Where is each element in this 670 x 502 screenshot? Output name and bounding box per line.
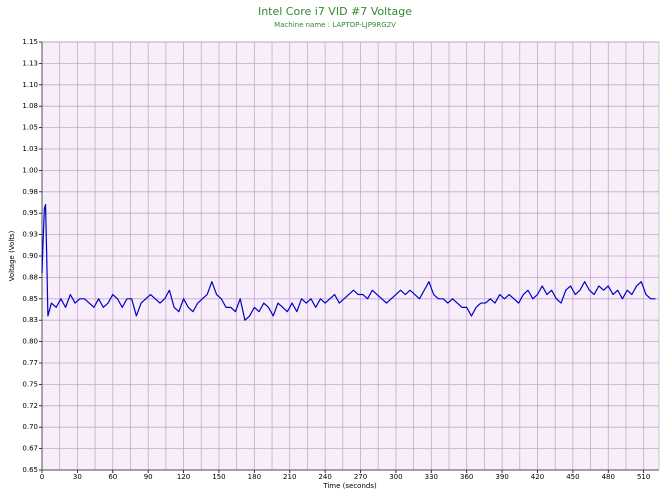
x-tick-label: 480 [602, 473, 615, 481]
x-tick-label: 360 [460, 473, 473, 481]
x-tick-label: 90 [144, 473, 153, 481]
y-tick-label: 0.98 [22, 188, 38, 196]
y-tick-label: 1.08 [22, 102, 38, 110]
x-tick-label: 30 [73, 473, 82, 481]
y-tick-label: 0.85 [22, 295, 38, 303]
x-tick-label: 0 [40, 473, 44, 481]
x-tick-label: 240 [318, 473, 331, 481]
x-tick-label: 210 [283, 473, 296, 481]
y-tick-label: 1.15 [22, 38, 38, 46]
y-tick-label: 0.88 [22, 273, 38, 281]
chart-subtitle: Machine name : LAPTOP-LJP9RG2V [274, 21, 396, 29]
y-tick-label: 0.67 [22, 445, 38, 453]
y-tick-label: 0.80 [22, 338, 38, 346]
y-tick-label: 0.93 [22, 231, 38, 239]
y-tick-label: 0.70 [22, 423, 38, 431]
x-tick-label: 390 [495, 473, 508, 481]
x-tick-label: 180 [248, 473, 261, 481]
x-tick-label: 150 [212, 473, 225, 481]
chart-title: Intel Core i7 VID #7 Voltage [258, 5, 412, 18]
y-tick-label: 0.72 [22, 402, 38, 410]
x-tick-label: 330 [425, 473, 438, 481]
x-tick-label: 510 [637, 473, 650, 481]
x-tick-label: 270 [354, 473, 367, 481]
x-tick-label: 300 [389, 473, 402, 481]
y-tick-label: 0.90 [22, 252, 38, 260]
y-tick-label: 0.83 [22, 316, 38, 324]
x-tick-label: 120 [177, 473, 190, 481]
y-tick-label: 1.05 [22, 124, 38, 132]
y-tick-label: 1.03 [22, 145, 38, 153]
x-tick-label: 420 [531, 473, 544, 481]
y-tick-label: 1.00 [22, 166, 38, 174]
x-tick-label: 450 [566, 473, 579, 481]
x-axis-label: Time (seconds) [322, 482, 377, 490]
y-tick-label: 0.95 [22, 209, 38, 217]
y-tick-label: 1.13 [22, 59, 38, 67]
y-axis-label: Voltage (Volts) [8, 230, 16, 281]
y-tick-label: 0.65 [22, 466, 38, 474]
y-tick-label: 0.75 [22, 380, 38, 388]
series-line [41, 204, 656, 321]
y-tick-label: 0.77 [22, 359, 38, 367]
x-tick-label: 60 [108, 473, 117, 481]
y-tick-label: 1.10 [22, 81, 38, 89]
